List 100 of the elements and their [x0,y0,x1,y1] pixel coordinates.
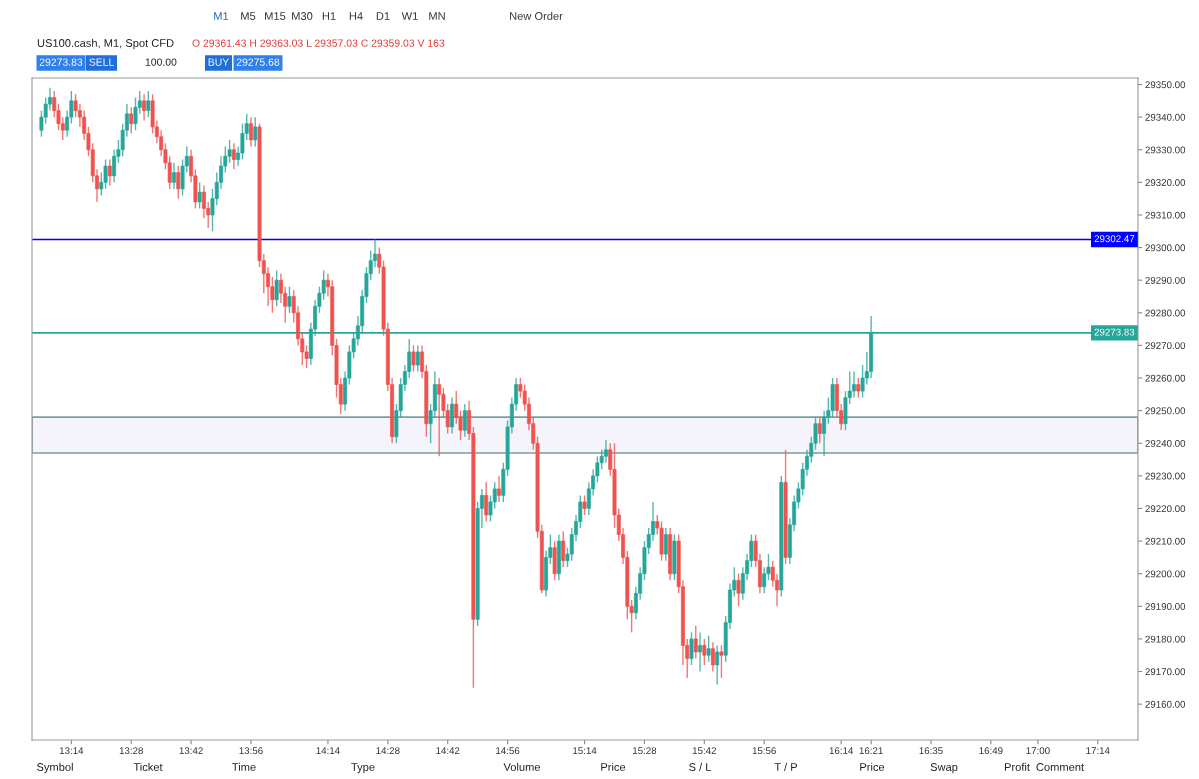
candlestick [278,272,283,304]
text: Swap [930,763,958,774]
candlestick [822,409,827,457]
candlestick [762,566,767,594]
text: S / L [689,762,712,771]
y-tick-label: 29270.00 [1145,342,1186,350]
y-tick-label: 29260.00 [1145,374,1186,382]
text: H4 [349,12,363,20]
candlestick [698,631,702,673]
candlestick [582,494,587,516]
candlestick [142,93,147,122]
candlestick [197,181,202,210]
candlestick [497,475,501,503]
text: 29275.68 [236,58,280,66]
text: 100.00 [145,58,177,66]
text: Comment [1036,763,1084,771]
candlestick [112,149,117,184]
x-tick-label: 13:56 [239,747,263,755]
x-tick-label: 16:49 [979,747,1003,755]
x-tick-label: 15:28 [633,747,657,755]
text: M1 [214,12,229,20]
ref-line-label: 29302.47 [1094,235,1135,243]
x-tick-label: 14:42 [436,747,460,754]
candlestick [693,625,698,660]
x-tick-label: 17:00 [1026,747,1050,755]
text: D1 [376,12,390,20]
candlestick [561,530,566,568]
candlestick [715,644,720,686]
y-tick-label: 29180.00 [1145,635,1186,643]
x-tick-label: 14:56 [496,747,520,755]
y-tick-label: 29160.00 [1145,700,1186,708]
text: Volume [503,762,541,771]
y-tick-label: 29220.00 [1145,505,1186,513]
candlestick [172,162,176,190]
x-tick-label: 13:28 [119,747,143,755]
text: Profit [1004,762,1030,771]
text: MN [429,12,445,20]
candlestick [856,377,861,399]
candlestick [129,106,134,135]
candlestick [176,165,181,200]
chart-subtitle: O 29361.43 H 29363.03 L 29357.03 C 29359.03 V 163 [192,39,445,47]
candlestick [706,634,711,663]
y-tick-label: 29350.00 [1145,81,1186,89]
candlestick [710,641,715,673]
text: Price [860,762,885,771]
text: M5 [241,12,256,20]
y-tick-label: 29170.00 [1145,668,1186,676]
candlestick [719,644,724,679]
ref-line-label: 29273.83 [1094,328,1135,336]
chart-title: US100.cash, M1, Spot CFD [37,38,174,50]
x-tick-label: 14:14 [316,747,340,754]
candlestick [415,344,420,373]
text: H1 [322,12,336,20]
y-tick-label: 29240.00 [1145,439,1186,447]
candlestick [437,377,442,457]
candlestick [702,638,707,666]
x-tick-label: 16:21 [859,747,883,755]
x-tick-label: 14:28 [376,747,400,755]
text: Type [351,763,375,774]
y-tick-label: 29280.00 [1145,309,1186,317]
x-tick-label: 13:14 [59,747,84,755]
y-tick-label: 29290.00 [1145,276,1186,284]
y-tick-label: 29230.00 [1145,472,1186,480]
text: Time [232,762,256,771]
x-tick-label: 16:35 [919,747,943,755]
candlestick [462,403,467,438]
x-tick-label: 15:56 [752,747,776,755]
y-tick-label: 29210.00 [1145,537,1186,545]
x-tick-label: 17:14 [1086,747,1110,754]
candlestick [231,142,236,171]
text: Price [601,762,626,771]
candlestick [201,184,206,219]
candlestick [146,90,151,118]
x-tick-label: 15:42 [692,747,716,755]
y-tick-label: 29200.00 [1145,570,1186,578]
y-tick-label: 29300.00 [1145,244,1186,252]
candlestick [484,481,489,523]
text: New Order [510,11,563,20]
y-tick-label: 29330.00 [1145,146,1186,154]
text: M30 [292,12,313,20]
x-tick-label: 15:14 [573,747,597,755]
x-tick-label: 16:14 [829,747,854,755]
text: 29273.83 [39,58,83,66]
text: M15 [265,12,286,20]
y-tick-label: 29310.00 [1145,211,1186,219]
candlestick [817,416,822,444]
candlestick [689,631,694,666]
candlestick [736,572,741,607]
candlestick [274,269,279,307]
text: W1 [401,12,418,20]
text: Ticket [133,762,163,771]
x-tick-label: 13:42 [179,747,203,755]
candlestick [287,286,292,314]
y-tick-label: 29320.00 [1145,179,1186,186]
y-tick-label: 29190.00 [1145,603,1186,610]
candlestick [107,158,112,187]
candlestick [249,116,253,148]
candlestick [450,396,454,435]
y-tick-label: 29340.00 [1145,113,1186,121]
candlestick [663,527,668,562]
